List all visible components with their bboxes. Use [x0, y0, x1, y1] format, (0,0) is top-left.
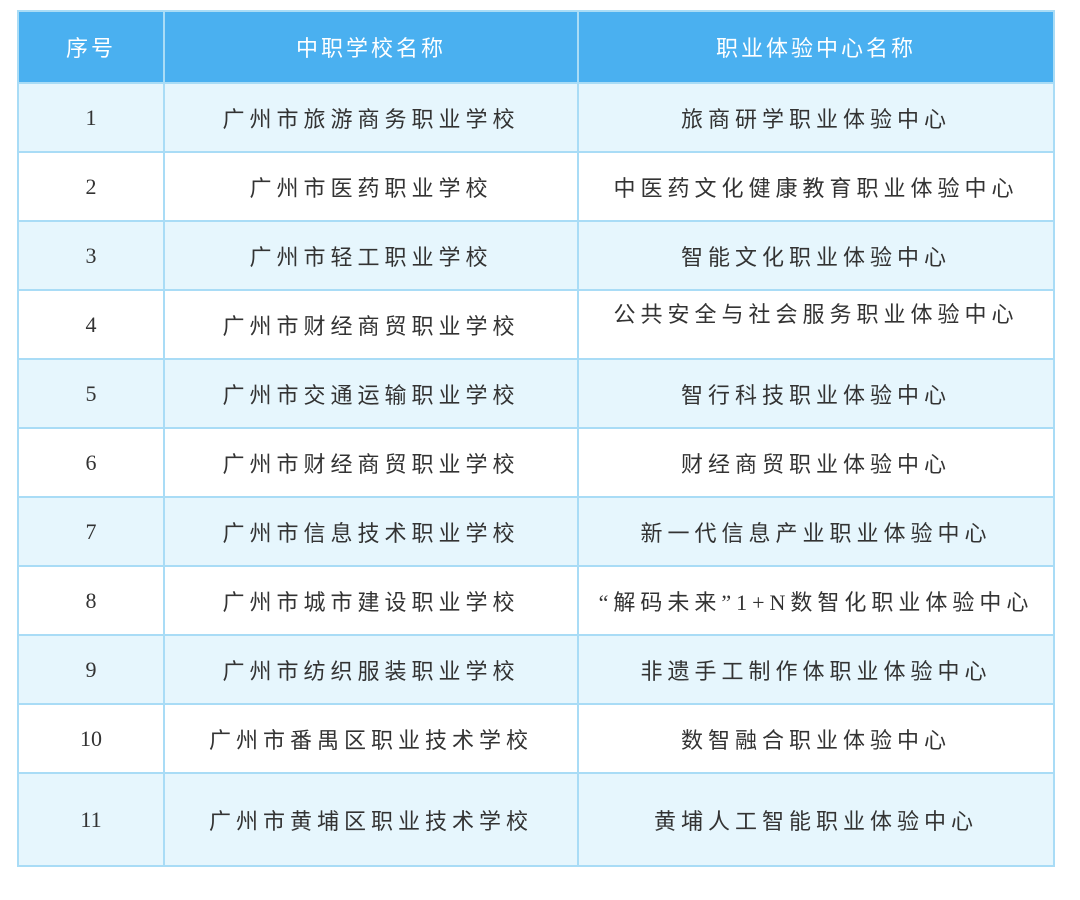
school-experience-center-table: 序号 中职学校名称 职业体验中心名称 1 广州市旅游商务职业学校 旅商研学职业体验中… [17, 10, 1055, 867]
center-name-cell: 新一代信息产业职业体验中心 [577, 496, 1055, 567]
school-name-cell: 广州市交通运输职业学校 [163, 358, 579, 429]
table-row: 9 广州市纺织服装职业学校 非遗手工制作体职业体验中心 [17, 634, 1055, 705]
header-index: 序号 [17, 10, 165, 84]
school-name-cell: 广州市轻工职业学校 [163, 220, 579, 291]
header-center-name: 职业体验中心名称 [577, 10, 1055, 84]
center-name-cell: 公共安全与社会服务职业体验中心 [577, 289, 1055, 360]
school-name-cell: 广州市旅游商务职业学校 [163, 82, 579, 153]
table-row: 8 广州市城市建设职业学校 “解码未来”1+N数智化职业体验中心 [17, 565, 1055, 636]
row-index: 10 [17, 703, 165, 774]
row-index: 1 [17, 82, 165, 153]
row-index: 11 [17, 772, 165, 867]
table-row: 1 广州市旅游商务职业学校 旅商研学职业体验中心 [17, 82, 1055, 153]
row-index: 5 [17, 358, 165, 429]
center-name-cell: “解码未来”1+N数智化职业体验中心 [577, 565, 1055, 636]
school-name-cell: 广州市医药职业学校 [163, 151, 579, 222]
header-row: 序号 中职学校名称 职业体验中心名称 [17, 10, 1055, 84]
row-index: 8 [17, 565, 165, 636]
row-index: 4 [17, 289, 165, 360]
school-name-cell: 广州市财经商贸职业学校 [163, 289, 579, 360]
row-index: 6 [17, 427, 165, 498]
table-row: 11 广州市黄埔区职业技术学校 黄埔人工智能职业体验中心 [17, 772, 1055, 867]
table-row: 6 广州市财经商贸职业学校 财经商贸职业体验中心 [17, 427, 1055, 498]
table-row: 7 广州市信息技术职业学校 新一代信息产业职业体验中心 [17, 496, 1055, 567]
school-name-cell: 广州市番禺区职业技术学校 [163, 703, 579, 774]
table-row: 3 广州市轻工职业学校 智能文化职业体验中心 [17, 220, 1055, 291]
table-row: 2 广州市医药职业学校 中医药文化健康教育职业体验中心 [17, 151, 1055, 222]
row-index: 2 [17, 151, 165, 222]
center-name-cell: 中医药文化健康教育职业体验中心 [577, 151, 1055, 222]
row-index: 7 [17, 496, 165, 567]
center-name-cell: 财经商贸职业体验中心 [577, 427, 1055, 498]
header-school-name: 中职学校名称 [163, 10, 579, 84]
center-name-cell: 智能文化职业体验中心 [577, 220, 1055, 291]
center-name-cell: 旅商研学职业体验中心 [577, 82, 1055, 153]
school-name-cell: 广州市纺织服装职业学校 [163, 634, 579, 705]
row-index: 9 [17, 634, 165, 705]
center-name-cell: 黄埔人工智能职业体验中心 [577, 772, 1055, 867]
school-name-cell: 广州市财经商贸职业学校 [163, 427, 579, 498]
table-row: 5 广州市交通运输职业学校 智行科技职业体验中心 [17, 358, 1055, 429]
row-index: 3 [17, 220, 165, 291]
table-row: 10 广州市番禺区职业技术学校 数智融合职业体验中心 [17, 703, 1055, 774]
school-name-cell: 广州市黄埔区职业技术学校 [163, 772, 579, 867]
school-name-cell: 广州市信息技术职业学校 [163, 496, 579, 567]
school-name-cell: 广州市城市建设职业学校 [163, 565, 579, 636]
center-name-cell: 非遗手工制作体职业体验中心 [577, 634, 1055, 705]
center-name-cell: 数智融合职业体验中心 [577, 703, 1055, 774]
table-row: 4 广州市财经商贸职业学校 公共安全与社会服务职业体验中心 [17, 289, 1055, 360]
center-name-cell: 智行科技职业体验中心 [577, 358, 1055, 429]
